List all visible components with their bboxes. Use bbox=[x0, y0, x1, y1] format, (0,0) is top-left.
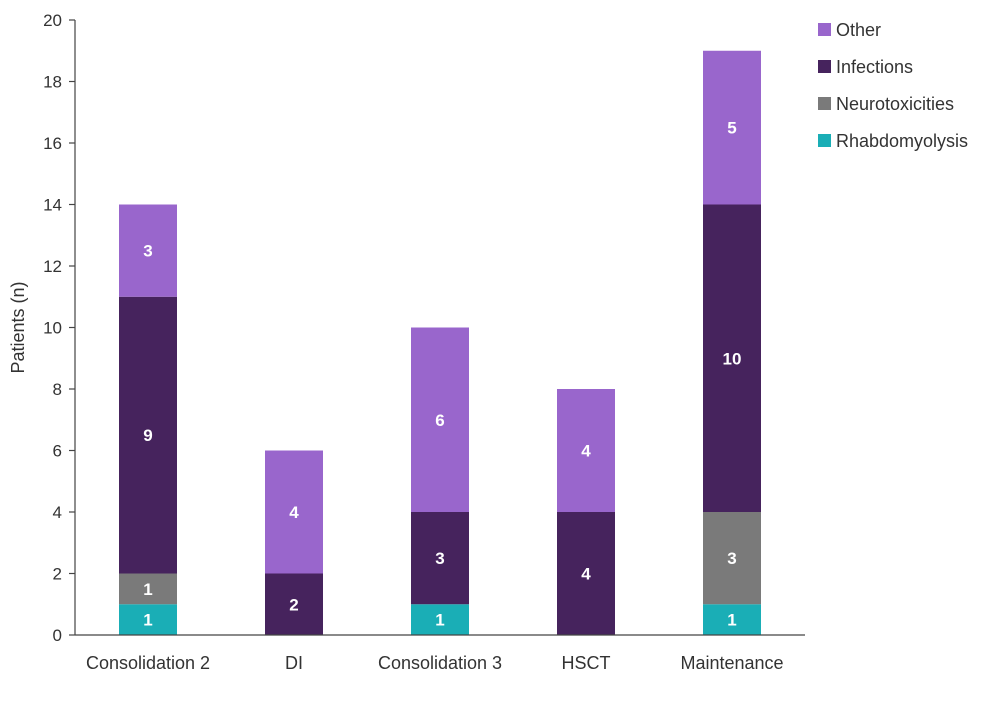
data-label: 3 bbox=[727, 549, 736, 568]
bar-segment-infections bbox=[557, 512, 615, 635]
x-tick-label: Consolidation 2 bbox=[86, 653, 210, 673]
data-label: 1 bbox=[727, 611, 736, 630]
data-label: 4 bbox=[289, 503, 299, 522]
y-tick-label: 16 bbox=[43, 134, 62, 153]
legend-label-other: Other bbox=[836, 20, 881, 40]
data-label: 2 bbox=[289, 595, 298, 614]
x-tick-label: HSCT bbox=[562, 653, 611, 673]
y-tick-label: 8 bbox=[53, 380, 62, 399]
bar-segment-rhabdomyolysis bbox=[703, 604, 761, 635]
y-axis-title: Patients (n) bbox=[8, 281, 28, 373]
bar-segment-other bbox=[703, 50, 761, 205]
data-label: 10 bbox=[723, 349, 742, 368]
data-label: 1 bbox=[435, 611, 444, 630]
legend-swatch-neurotoxicities bbox=[818, 97, 831, 110]
bar-segment-infections bbox=[703, 204, 761, 512]
y-tick-label: 20 bbox=[43, 11, 62, 30]
bar-segment-other bbox=[411, 327, 469, 512]
legend-label-infections: Infections bbox=[836, 57, 913, 77]
data-label: 4 bbox=[581, 565, 591, 584]
legend-swatch-rhabdomyolysis bbox=[818, 134, 831, 147]
bar-segment-rhabdomyolysis bbox=[411, 604, 469, 635]
y-tick-label: 4 bbox=[53, 503, 62, 522]
y-tick-label: 14 bbox=[43, 196, 62, 215]
y-tick-label: 2 bbox=[53, 565, 62, 584]
data-label: 5 bbox=[727, 119, 736, 138]
y-axis-ticks: 0 2 4 6 8 10 12 14 16 18 20 bbox=[43, 11, 75, 645]
legend-swatch-other bbox=[818, 23, 831, 36]
bar-segment-other bbox=[265, 450, 323, 574]
x-axis-labels: Consolidation 2 DI Consolidation 3 HSCT Main… bbox=[86, 653, 784, 673]
y-tick-label: 18 bbox=[43, 73, 62, 92]
legend-label-neurotoxicities: Neurotoxicities bbox=[836, 94, 954, 114]
bar-segment-other bbox=[557, 389, 615, 512]
data-label: 6 bbox=[435, 411, 444, 430]
bar-stacks: 1 1 9 3 2 4 1 3 6 4 4 1 3 10 5 bbox=[119, 50, 761, 635]
legend-label-rhabdomyolysis: Rhabdomyolysis bbox=[836, 131, 968, 151]
y-tick-label: 6 bbox=[53, 442, 62, 461]
bar-segment-neurotoxicities bbox=[703, 512, 761, 605]
legend-swatch-infections bbox=[818, 60, 831, 73]
data-label: 1 bbox=[143, 580, 152, 599]
legend: Other Infections Neurotoxicities Rhabdomyol… bbox=[818, 20, 968, 151]
data-label: 1 bbox=[143, 611, 152, 630]
y-tick-label: 10 bbox=[43, 319, 62, 338]
bar-segment-infections bbox=[411, 512, 469, 605]
bar-segment-other bbox=[119, 204, 177, 297]
data-label: 9 bbox=[143, 426, 152, 445]
bar-segment-neurotoxicities bbox=[119, 573, 177, 605]
bar-segment-rhabdomyolysis bbox=[119, 604, 177, 635]
x-tick-label: DI bbox=[285, 653, 303, 673]
y-tick-label: 0 bbox=[53, 626, 62, 645]
bar-segment-infections bbox=[265, 573, 323, 635]
y-tick-label: 12 bbox=[43, 257, 62, 276]
data-label: 4 bbox=[581, 442, 591, 461]
data-label: 3 bbox=[143, 242, 152, 261]
data-label: 3 bbox=[435, 549, 444, 568]
x-tick-label: Consolidation 3 bbox=[378, 653, 502, 673]
x-tick-label: Maintenance bbox=[680, 653, 783, 673]
bar-segment-infections bbox=[119, 296, 177, 574]
